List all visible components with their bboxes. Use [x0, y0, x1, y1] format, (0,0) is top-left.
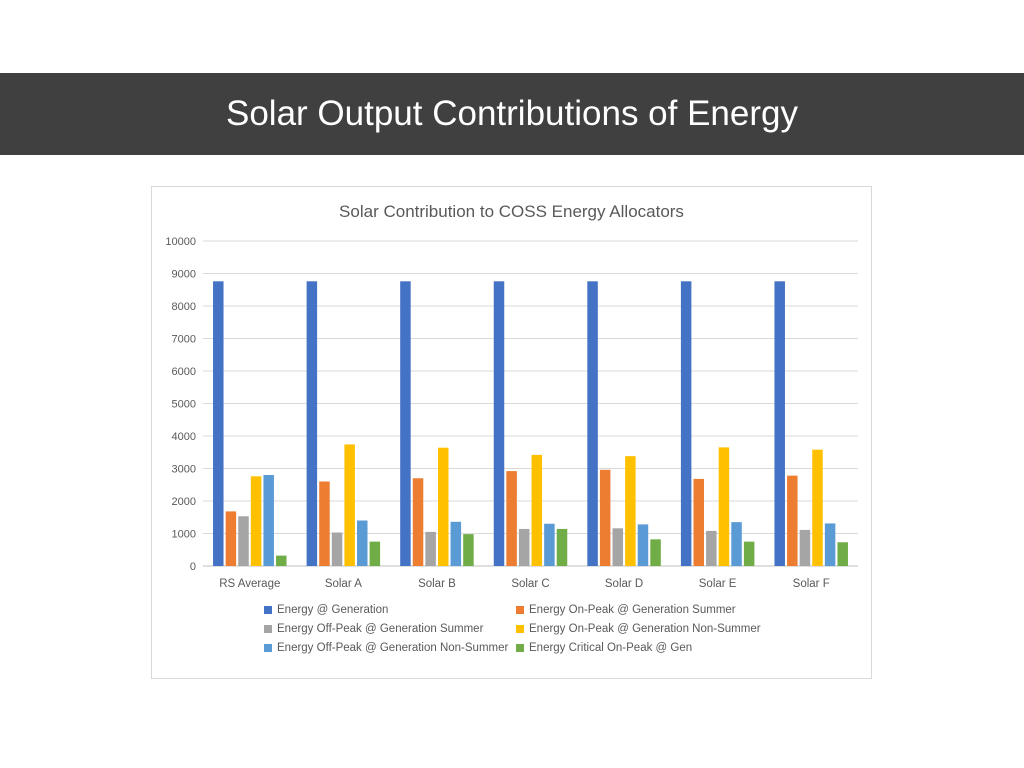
- legend-swatch: [516, 625, 524, 633]
- bar-energy-on-peak-generation-summer-solar-c: [506, 471, 517, 566]
- x-tick-label: Solar B: [418, 578, 456, 590]
- legend-swatch: [264, 644, 272, 652]
- bar-energy-generation-solar-a: [306, 281, 318, 566]
- bar-energy-off-peak-generation-summer-solar-f: [799, 529, 811, 566]
- bar-energy-generation-solar-d: [587, 281, 598, 566]
- bar-energy-on-peak-generation-non-summer-solar-e: [718, 447, 730, 567]
- y-tick-label: 7000: [172, 334, 196, 346]
- chart-legend: Energy @ Generation Energy On-Peak @ Gene…: [264, 604, 824, 654]
- x-tick-label: Solar D: [605, 578, 643, 590]
- y-tick-label: 10000: [165, 236, 196, 248]
- bar-energy-generation-solar-c: [493, 281, 505, 566]
- chart-title: Solar Contribution to COSS Energy Alloca…: [339, 202, 684, 221]
- legend-item: Energy Off-Peak @ Generation Non-Summer: [264, 642, 516, 654]
- y-tick-label: 3000: [172, 464, 196, 476]
- bar-energy-on-peak-generation-summer-solar-f: [787, 475, 798, 566]
- legend-item: Energy Critical On-Peak @ Gen: [516, 642, 816, 654]
- legend-item: Energy Off-Peak @ Generation Summer: [264, 623, 516, 635]
- bar-energy-on-peak-generation-non-summer-rs-average: [250, 476, 262, 566]
- legend-label: Energy On-Peak @ Generation Non-Summer: [529, 623, 761, 635]
- bar-energy-generation-rs-average: [213, 281, 224, 566]
- bar-energy-on-peak-generation-non-summer-solar-c: [531, 454, 543, 566]
- y-tick-label: 9000: [172, 269, 196, 281]
- bar-energy-off-peak-generation-summer-solar-e: [706, 530, 717, 566]
- bar-energy-on-peak-generation-summer-solar-b: [412, 478, 424, 566]
- bar-energy-on-peak-generation-non-summer-solar-a: [344, 444, 355, 566]
- title-bar: Solar Output Contributions of Energy: [0, 73, 1024, 155]
- legend-item: Energy On-Peak @ Generation Non-Summer: [516, 623, 816, 635]
- y-tick-label: 5000: [172, 399, 196, 411]
- bar-energy-off-peak-generation-non-summer-solar-d: [637, 524, 649, 566]
- bar-energy-off-peak-generation-non-summer-solar-c: [544, 523, 555, 566]
- bar-energy-generation-solar-f: [774, 281, 785, 566]
- x-tick-label: Solar F: [793, 578, 830, 590]
- legend-item: Energy On-Peak @ Generation Summer: [516, 604, 816, 616]
- bar-energy-off-peak-generation-non-summer-solar-f: [824, 523, 836, 566]
- bar-energy-off-peak-generation-summer-solar-c: [518, 528, 530, 566]
- bar-energy-critical-on-peak-gen-solar-a: [369, 541, 381, 567]
- legend-swatch: [516, 644, 524, 652]
- bar-energy-off-peak-generation-summer-solar-a: [331, 532, 343, 566]
- y-tick-label: 1000: [172, 529, 196, 541]
- bar-energy-generation-solar-e: [680, 281, 692, 566]
- bar-energy-generation-solar-b: [400, 281, 411, 566]
- bar-chart: 0 1000 2000 3000 4000 5000 6000 7000 8000 9000 100…: [165, 236, 858, 590]
- x-tick-label: Solar E: [699, 578, 737, 590]
- bar-energy-on-peak-generation-non-summer-solar-d: [625, 456, 636, 566]
- bar-energy-critical-on-peak-gen-solar-b: [463, 534, 474, 566]
- bar-energy-critical-on-peak-gen-solar-f: [837, 542, 848, 566]
- bar-energy-on-peak-generation-summer-rs-average: [225, 511, 237, 566]
- legend-swatch: [516, 606, 524, 614]
- legend-label: Energy @ Generation: [277, 604, 389, 616]
- bar-energy-critical-on-peak-gen-solar-c: [556, 528, 568, 566]
- x-tick-label: Solar A: [325, 578, 362, 590]
- bar-energy-critical-on-peak-gen-rs-average: [276, 555, 287, 566]
- bar-energy-on-peak-generation-non-summer-solar-b: [437, 447, 449, 566]
- x-tick-label: RS Average: [219, 578, 280, 590]
- bar-energy-on-peak-generation-summer-solar-a: [319, 481, 330, 566]
- bar-energy-off-peak-generation-summer-rs-average: [238, 516, 249, 566]
- slide-title: Solar Output Contributions of Energy: [226, 94, 798, 133]
- legend-item: Energy @ Generation: [264, 604, 516, 616]
- bar-energy-on-peak-generation-non-summer-solar-f: [812, 449, 823, 566]
- bar-energy-off-peak-generation-summer-solar-b: [425, 531, 436, 567]
- bar-energy-critical-on-peak-gen-solar-e: [743, 541, 755, 567]
- bar-energy-off-peak-generation-non-summer-rs-average: [263, 475, 274, 566]
- bar-energy-on-peak-generation-summer-solar-d: [599, 469, 611, 566]
- bar-energy-critical-on-peak-gen-solar-d: [650, 539, 661, 566]
- legend-swatch: [264, 625, 272, 633]
- legend-label: Energy Off-Peak @ Generation Non-Summer: [277, 642, 509, 654]
- bar-energy-on-peak-generation-summer-solar-e: [693, 478, 704, 566]
- bar-energy-off-peak-generation-non-summer-solar-b: [450, 521, 462, 566]
- chart-frame: Solar Contribution to COSS Energy Alloca…: [151, 186, 872, 679]
- legend-swatch: [264, 606, 272, 614]
- y-tick-label: 4000: [172, 431, 196, 443]
- y-tick-label: 2000: [172, 496, 196, 508]
- legend-label: Energy Off-Peak @ Generation Summer: [277, 623, 484, 635]
- legend-label: Energy Critical On-Peak @ Gen: [529, 642, 693, 654]
- y-tick-label: 6000: [172, 366, 196, 378]
- bar-energy-off-peak-generation-non-summer-solar-e: [731, 522, 742, 567]
- bar-energy-off-peak-generation-summer-solar-d: [612, 528, 624, 566]
- y-tick-label: 0: [190, 561, 196, 573]
- x-tick-label: Solar C: [511, 578, 549, 590]
- y-tick-label: 8000: [172, 301, 196, 313]
- bar-energy-off-peak-generation-non-summer-solar-a: [357, 520, 368, 566]
- legend-label: Energy On-Peak @ Generation Summer: [529, 604, 736, 616]
